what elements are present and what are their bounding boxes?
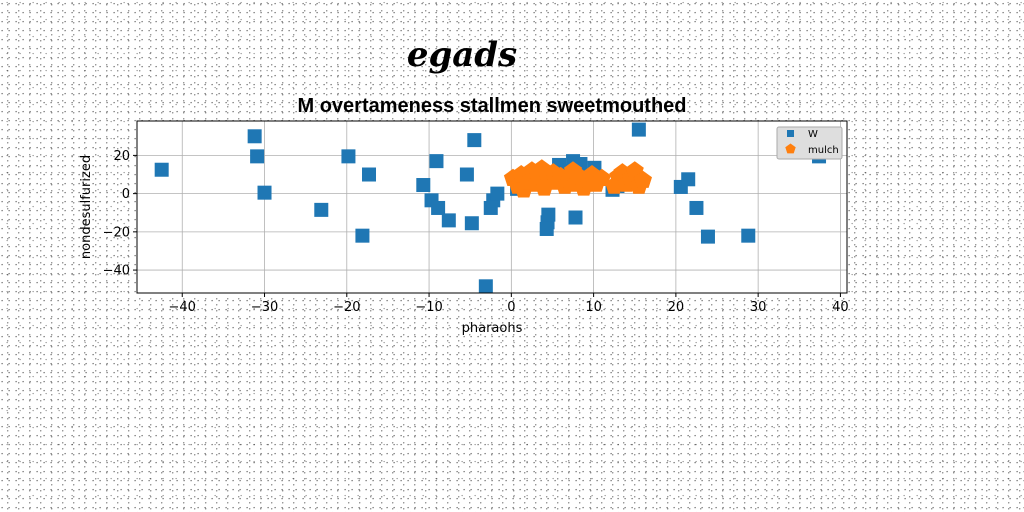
- series-mulch: [503, 159, 652, 198]
- data-point: [247, 129, 262, 144]
- data-point: [431, 200, 446, 215]
- data-point: [568, 210, 583, 225]
- x-tick-label: 30: [750, 300, 767, 315]
- x-tick-label: 20: [668, 300, 685, 315]
- data-point: [341, 149, 356, 164]
- legend: W mulch: [776, 126, 843, 160]
- data-point: [741, 228, 756, 243]
- data-point: [362, 167, 377, 182]
- legend-label-mulch: mulch: [808, 145, 839, 156]
- legend-marker-w: [787, 130, 794, 137]
- x-tick-label: −20: [333, 300, 360, 315]
- data-point: [416, 178, 431, 193]
- y-tick-label: −20: [103, 225, 130, 240]
- data-point: [441, 213, 456, 228]
- scatter-points: [154, 122, 827, 294]
- data-point: [464, 216, 479, 231]
- data-point: [633, 170, 652, 188]
- x-tick-label: 40: [832, 300, 849, 315]
- data-point: [355, 228, 370, 243]
- data-point: [459, 167, 474, 182]
- axes-frame: [136, 120, 848, 294]
- x-tick-label: −40: [169, 300, 196, 315]
- data-point: [478, 279, 493, 294]
- x-tick-label: −30: [251, 300, 278, 315]
- data-point: [689, 200, 704, 215]
- ticks: −40 −30 −20 −10 0 10 20 30 40 −40 −20 0 20: [103, 149, 849, 315]
- data-point: [681, 172, 696, 187]
- y-tick-label: 0: [122, 187, 130, 202]
- chart-title: M overtameness stallmen sweetmouthed: [297, 95, 686, 117]
- figure-suptitle: egads: [407, 35, 517, 75]
- y-tick-label: 20: [113, 149, 130, 164]
- x-tick-label: −10: [415, 300, 442, 315]
- data-point: [429, 154, 444, 169]
- data-point: [700, 229, 715, 244]
- data-point: [467, 133, 482, 148]
- y-tick-label: −40: [103, 264, 130, 279]
- y-axis-label: nondesulfurized: [79, 155, 94, 259]
- data-point: [154, 162, 169, 177]
- data-point: [257, 185, 272, 200]
- legend-marker-mulch: [785, 143, 796, 154]
- data-point: [592, 168, 611, 186]
- x-tick-label: 10: [585, 300, 602, 315]
- data-point: [314, 202, 329, 217]
- x-tick-label: 0: [507, 300, 515, 315]
- data-point: [631, 122, 646, 137]
- data-point: [490, 186, 505, 201]
- data-point: [541, 207, 556, 222]
- data-point: [250, 149, 265, 164]
- x-axis-label: pharaohs: [462, 321, 523, 336]
- legend-label-w: W: [808, 129, 818, 140]
- plot-area: −40 −30 −20 −10 0 10 20 30 40 −40 −20 0 20: [103, 120, 849, 315]
